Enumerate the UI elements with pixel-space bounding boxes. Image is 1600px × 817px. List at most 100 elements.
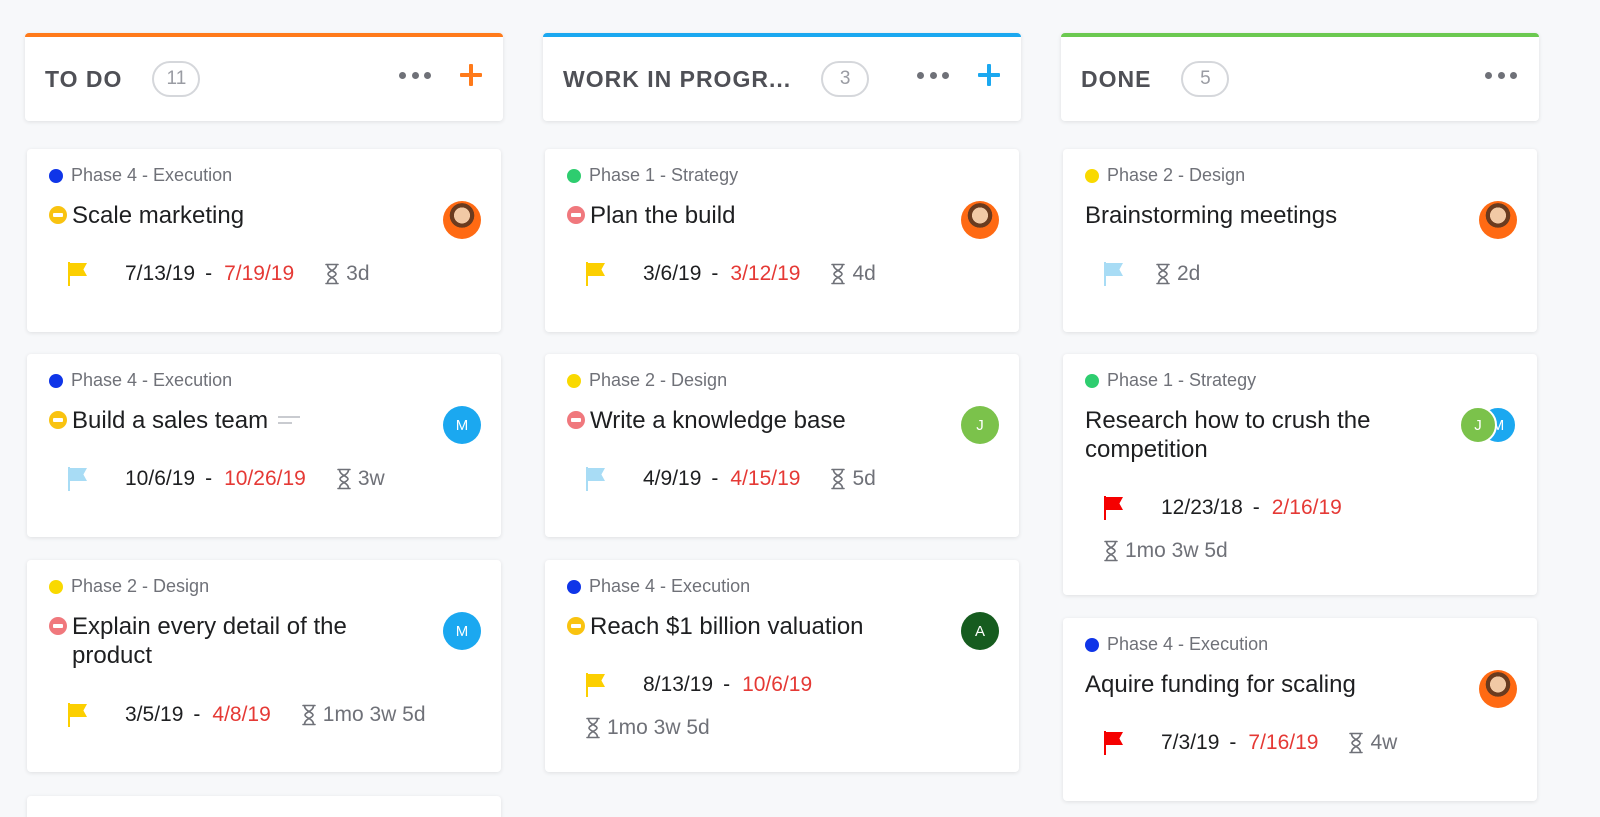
more-options-icon[interactable]: [917, 67, 949, 83]
phase-label[interactable]: Phase 2 - Design: [567, 370, 727, 391]
start-date[interactable]: 8/13/19: [643, 673, 714, 696]
task-card[interactable]: Phase 2 - Design Brainstorming meetings …: [1063, 149, 1537, 332]
flag-icon[interactable]: [1103, 495, 1125, 521]
date-separator: -: [711, 467, 719, 490]
hourglass-icon: [301, 704, 317, 726]
phase-label[interactable]: Phase 1 - Strategy: [567, 165, 738, 186]
time-estimate[interactable]: 1mo 3w 5d: [301, 703, 426, 727]
task-card[interactable]: Phase 4 - Execution Scale marketing 7/13…: [27, 149, 501, 332]
time-estimate[interactable]: 3d: [324, 262, 370, 286]
column-header-work-in-progress[interactable]: WORK IN PROGR... 3: [543, 33, 1021, 121]
phase-label[interactable]: Phase 2 - Design: [1085, 165, 1245, 186]
task-title[interactable]: Build a sales team: [49, 406, 429, 435]
task-card[interactable]: Phase 4 - Execution Aquire funding for s…: [1063, 618, 1537, 801]
flag-icon[interactable]: [585, 466, 607, 492]
start-date[interactable]: 4/9/19: [643, 467, 702, 490]
start-date[interactable]: 7/3/19: [1161, 731, 1220, 754]
task-card-partial[interactable]: [27, 796, 501, 817]
priority-status-icon[interactable]: [567, 206, 585, 224]
avatar[interactable]: J: [961, 406, 999, 444]
phase-label[interactable]: Phase 4 - Execution: [567, 576, 750, 597]
avatar[interactable]: [443, 201, 481, 239]
priority-status-icon[interactable]: [49, 617, 67, 635]
phase-label[interactable]: Phase 4 - Execution: [1085, 634, 1268, 655]
phase-dot-icon: [49, 579, 63, 594]
start-date[interactable]: 12/23/18: [1161, 496, 1243, 519]
more-options-icon[interactable]: [399, 67, 431, 83]
task-card[interactable]: Phase 1 - Strategy Research how to crush…: [1063, 354, 1537, 595]
phase-label[interactable]: Phase 2 - Design: [49, 576, 209, 597]
due-date[interactable]: 7/16/19: [1248, 731, 1319, 754]
column-title: WORK IN PROGR...: [563, 65, 792, 92]
time-estimate[interactable]: 1mo 3w 5d: [585, 716, 710, 740]
hourglass-icon: [324, 263, 340, 285]
column-header-todo[interactable]: TO DO 11: [25, 33, 503, 121]
hourglass-icon: [1155, 263, 1171, 285]
flag-icon[interactable]: [67, 702, 89, 728]
priority-status-icon[interactable]: [567, 411, 585, 429]
task-card[interactable]: Phase 1 - Strategy Plan the build 3/6/19…: [545, 149, 1019, 332]
add-task-icon[interactable]: [975, 61, 1003, 89]
assignee-stack[interactable]: M J: [1455, 406, 1517, 444]
avatar[interactable]: J: [1459, 406, 1497, 444]
priority-status-icon[interactable]: [567, 617, 585, 635]
avatar[interactable]: [961, 201, 999, 239]
task-title[interactable]: Write a knowledge base: [567, 406, 947, 435]
add-task-icon[interactable]: [457, 61, 485, 89]
task-card[interactable]: Phase 2 - Design Write a knowledge base …: [545, 354, 1019, 537]
task-card[interactable]: Phase 2 - Design Explain every detail of…: [27, 560, 501, 772]
task-card[interactable]: Phase 4 - Execution Reach $1 billion val…: [545, 560, 1019, 772]
avatar[interactable]: M: [443, 612, 481, 650]
flag-icon[interactable]: [1103, 261, 1125, 287]
avatar[interactable]: [1479, 201, 1517, 239]
phase-dot-icon: [1085, 373, 1099, 388]
flag-icon[interactable]: [1103, 730, 1125, 756]
avatar[interactable]: [1479, 670, 1517, 708]
due-date[interactable]: 4/8/19: [212, 703, 271, 726]
task-title[interactable]: Aquire funding for scaling: [1085, 671, 1356, 698]
time-estimate[interactable]: 3w: [336, 467, 385, 491]
task-title[interactable]: Research how to crush the competition: [1085, 407, 1371, 463]
phase-label[interactable]: Phase 4 - Execution: [49, 165, 232, 186]
task-title[interactable]: Reach $1 billion valuation: [567, 612, 947, 641]
start-date[interactable]: 10/6/19: [125, 467, 196, 490]
more-options-icon[interactable]: [1485, 67, 1517, 83]
phase-label[interactable]: Phase 4 - Execution: [49, 370, 232, 391]
task-title[interactable]: Plan the build: [567, 201, 947, 230]
time-estimate[interactable]: 1mo 3w 5d: [1103, 539, 1228, 563]
task-title[interactable]: Brainstorming meetings: [1085, 202, 1338, 229]
due-date[interactable]: 10/26/19: [224, 467, 306, 490]
due-date[interactable]: 4/15/19: [730, 467, 801, 490]
priority-status-icon[interactable]: [49, 411, 67, 429]
time-estimate[interactable]: 5d: [830, 467, 876, 491]
flag-icon[interactable]: [585, 672, 607, 698]
time-estimate[interactable]: 4d: [830, 262, 876, 286]
task-title[interactable]: Scale marketing: [49, 201, 429, 230]
task-title[interactable]: Explain every detail of the product: [49, 612, 429, 670]
start-date[interactable]: 7/13/19: [125, 262, 196, 285]
date-separator: -: [1252, 496, 1260, 519]
due-date[interactable]: 3/12/19: [730, 262, 801, 285]
due-date[interactable]: 7/19/19: [224, 262, 295, 285]
hourglass-icon: [1103, 540, 1119, 562]
task-card[interactable]: Phase 4 - Execution Build a sales team M…: [27, 354, 501, 537]
time-estimate[interactable]: 2d: [1155, 262, 1200, 286]
phase-dot-icon: [49, 168, 63, 183]
phase-dot-icon: [49, 373, 63, 388]
column-header-done[interactable]: DONE 5: [1061, 33, 1539, 121]
priority-status-icon[interactable]: [49, 206, 67, 224]
due-date[interactable]: 2/16/19: [1271, 496, 1342, 519]
start-date[interactable]: 3/6/19: [643, 262, 702, 285]
description-icon: [278, 415, 301, 425]
flag-icon[interactable]: [67, 261, 89, 287]
phase-label[interactable]: Phase 1 - Strategy: [1085, 370, 1256, 391]
avatar[interactable]: A: [961, 612, 999, 650]
due-date[interactable]: 10/6/19: [742, 673, 813, 696]
avatar[interactable]: M: [443, 406, 481, 444]
date-separator: -: [1229, 731, 1237, 754]
time-estimate[interactable]: 4w: [1348, 731, 1397, 755]
column-work-in-progress: WORK IN PROGR... 3 Phase 1 - Strategy Pl…: [543, 33, 1021, 772]
flag-icon[interactable]: [585, 261, 607, 287]
start-date[interactable]: 3/5/19: [125, 703, 184, 726]
flag-icon[interactable]: [67, 466, 89, 492]
